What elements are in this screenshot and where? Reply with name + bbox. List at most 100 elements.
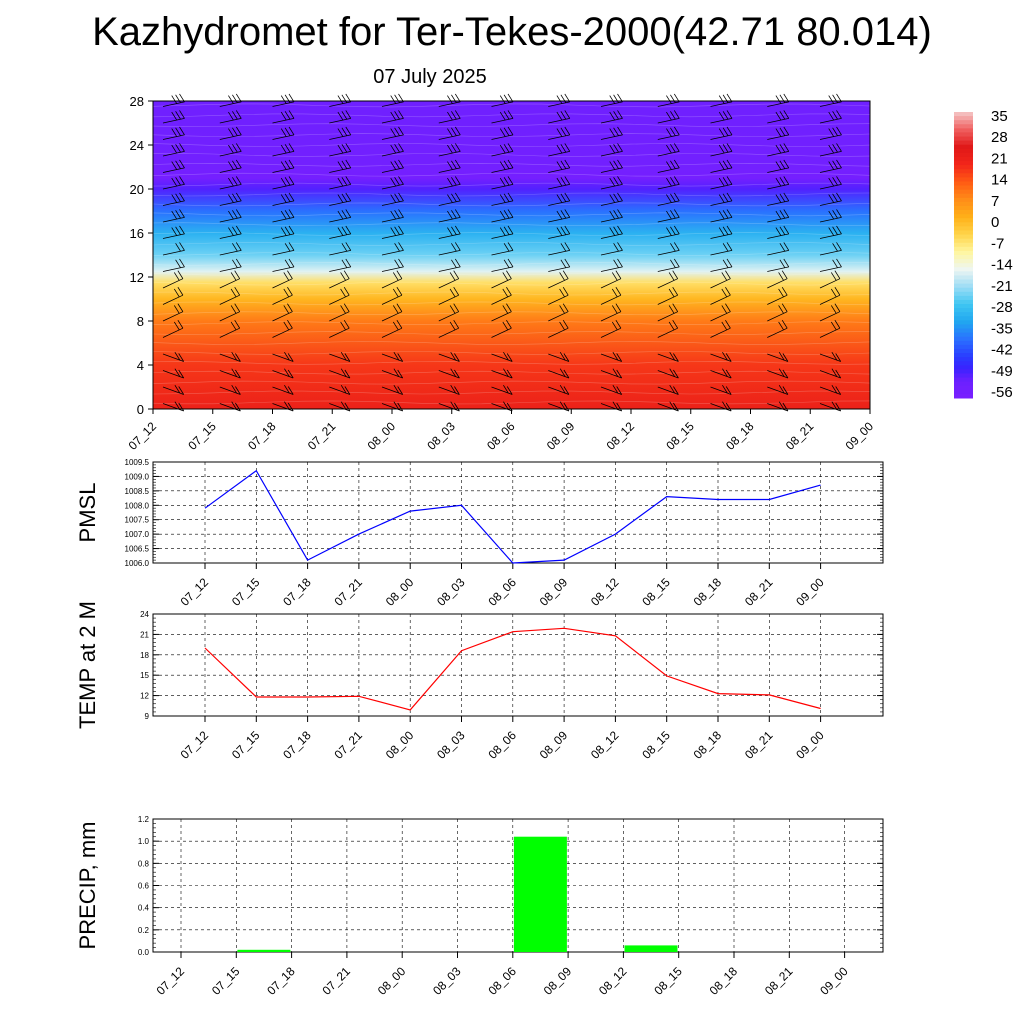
chart-subtitle: 07 July 2025 (373, 66, 487, 88)
wind-barb (767, 370, 789, 379)
wind-barb (710, 151, 733, 157)
wind-barb-feather (673, 402, 679, 412)
wind-barb-feather (396, 319, 403, 329)
wind-barb-feather (179, 242, 185, 251)
wind-barb-feather (506, 369, 513, 379)
wind-barb-feather (560, 193, 567, 203)
wind-barb-feather (503, 226, 510, 236)
wind-barb (657, 403, 679, 412)
contour-line (152, 390, 871, 395)
wind-barb-feather (718, 128, 725, 137)
contour-line (152, 370, 871, 375)
wind-barb (710, 200, 733, 206)
wind-barb-feather (564, 159, 571, 169)
wind-barb (819, 118, 842, 124)
wind-barb-feather (392, 321, 399, 331)
x-tick-label: 08_18 (723, 419, 757, 453)
contour-line (152, 133, 871, 137)
wind-barb-feather (832, 259, 838, 269)
wind-barb-feather (228, 227, 234, 236)
wind-barb-feather (453, 319, 460, 329)
contour-line (152, 143, 871, 147)
wind-barb-feather (832, 193, 838, 203)
wind-barb-feather (451, 177, 457, 186)
colorbar-swatch (954, 255, 973, 260)
wind-barb (491, 118, 514, 124)
x-tick-label: 07_18 (245, 419, 279, 453)
wind-barb-feather (560, 144, 567, 153)
wind-barb-feather (617, 110, 623, 119)
wind-barb (657, 118, 680, 124)
contour-line (152, 242, 871, 246)
wind-barb-feather (507, 159, 514, 169)
wind-barb (600, 294, 622, 305)
wind-barb-feather (397, 386, 404, 395)
wind-barb-feather (454, 258, 461, 268)
wind-barb-feather (673, 110, 680, 119)
colorbar-swatch (954, 161, 973, 166)
wind-barb-feather (235, 209, 242, 218)
wind-barb-feather (398, 176, 404, 185)
wind-barb-feather (447, 161, 453, 170)
wind-barb-feather (398, 209, 404, 218)
wind-barb-feather (775, 161, 782, 170)
x-tick-label: 07_12 (178, 575, 212, 609)
wind-barb-feather (502, 272, 509, 281)
wind-barb-feather (507, 225, 514, 235)
colorbar-swatch (954, 222, 973, 227)
wind-barb (767, 386, 789, 395)
wind-barb (491, 294, 512, 305)
y-tick-label: 12 (130, 270, 144, 285)
wind-barb (381, 250, 404, 256)
wind-barb-feather (288, 176, 295, 185)
wind-barb (548, 101, 570, 107)
wind-barb-feather (288, 209, 295, 218)
wind-barb-feather (345, 110, 352, 119)
wind-barb-feather (782, 402, 789, 412)
wind-barb (548, 250, 570, 256)
contour-line (152, 103, 871, 108)
wind-barb-feather (830, 321, 837, 331)
colorbar: 35 28 21 14 7 0 -7 -14 -21 -28 -35 -42 -49 -56 (954, 108, 1013, 401)
wind-barb-feather (613, 144, 619, 153)
wind-barb-feather (288, 192, 295, 202)
plot-frame (152, 613, 884, 717)
wind-barb-feather (556, 227, 563, 236)
wind-barb-feather (451, 127, 457, 137)
wind-barb-feather (228, 177, 234, 187)
wind-barb-feather (288, 143, 295, 152)
wind-barb-feather (832, 226, 838, 236)
wind-barb-feather (556, 194, 563, 203)
wind-barb-feather (613, 226, 619, 236)
wind-barb-feather (451, 144, 457, 153)
wind-barb-feather (507, 176, 514, 185)
x-tick-label: 08_09 (537, 728, 571, 762)
cross-section-panel: 0 4 8 12 16 20 24 28 07_12 07_15 07_18 07_21 08_00 08… (126, 93, 876, 453)
wind-barb-feather (392, 305, 399, 314)
wind-barb (219, 403, 241, 412)
colorbar-swatch (954, 283, 973, 289)
wind-barb-feather (617, 209, 623, 218)
wind-barb (272, 278, 293, 289)
wind-barb (710, 327, 731, 338)
colorbar-label: -7 (991, 235, 1004, 252)
wind-barb-feather (343, 270, 350, 279)
wind-barb-feather (562, 303, 569, 312)
x-tick-label: 07_15 (209, 964, 243, 998)
wind-barb-feather (615, 319, 622, 329)
wind-barb-feather (396, 270, 403, 279)
y-tick-label: 24 (140, 610, 149, 619)
wind-barb-feather (503, 384, 509, 394)
wind-barb-feather (345, 258, 352, 268)
wind-barb-feather (783, 159, 790, 169)
wind-barb-feather (828, 210, 835, 220)
wind-barb (710, 167, 733, 173)
wind-barb-feather (175, 210, 181, 219)
wind-barb-feather (673, 159, 680, 169)
wind-barb (600, 217, 623, 223)
wind-barb-feather (668, 321, 675, 331)
wind-barb-feather (232, 111, 238, 120)
wind-barb-feather (283, 288, 290, 298)
wind-barb-feather (506, 286, 512, 296)
